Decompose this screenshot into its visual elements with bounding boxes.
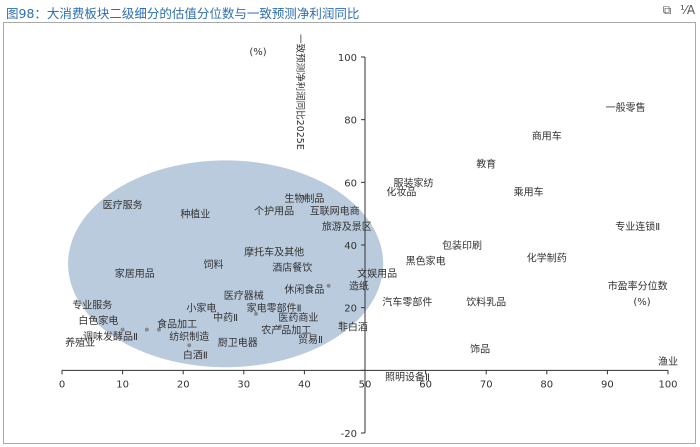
- y-tick-label: 40: [344, 241, 357, 252]
- point-label: 一般零售: [606, 101, 646, 114]
- point-label: 化妆品: [386, 186, 416, 199]
- point-label: 医药商业: [278, 311, 318, 324]
- point-label: 厨卫电器: [218, 336, 258, 349]
- y-tick-label: -20: [341, 429, 357, 440]
- x-tick-label: 70: [480, 379, 493, 390]
- copy-icon[interactable]: ⧉: [662, 3, 672, 17]
- point-label: 乘用车: [514, 186, 544, 199]
- point-label: 摩托车及其他: [244, 245, 304, 258]
- data-point: [144, 327, 149, 332]
- y-axis-unit: (%): [249, 47, 266, 58]
- data-point: [156, 327, 161, 332]
- data-point: [187, 343, 192, 348]
- point-label: 包装印刷: [442, 239, 482, 252]
- point-label: 造纸: [349, 280, 369, 293]
- point-label: 贸易Ⅱ: [298, 334, 323, 346]
- point-label: 照明设备Ⅱ: [385, 371, 430, 384]
- point-label: 家居用品: [115, 267, 155, 280]
- point-label: 饰品: [470, 342, 490, 355]
- point-label: 中药Ⅱ: [213, 311, 238, 324]
- point-label: 个护用品: [254, 205, 294, 218]
- chart-frame: [3, 22, 696, 444]
- point-label: 饮料乳品: [466, 295, 506, 308]
- point-label: 互联网电商: [310, 205, 360, 218]
- x-tick-label: 90: [601, 379, 614, 390]
- x-tick-label: 20: [177, 379, 190, 390]
- highlight-ellipse: [68, 160, 384, 368]
- point-label: 旅游及景区: [322, 220, 372, 233]
- point-label: 市盈率分位数: [608, 280, 668, 293]
- point-label: 养殖业: [65, 336, 95, 349]
- point-label: 汽车零部件: [382, 295, 432, 308]
- point-label: 服装家纺: [393, 176, 433, 189]
- data-point: [120, 327, 125, 332]
- figure-header: 图98：大消费板块二级细分的估值分位数与一致预测净利润同比 ⧉ ⅟A: [0, 0, 700, 22]
- zoom-text-icon[interactable]: ⅟A: [680, 3, 696, 17]
- point-label: 饲料: [204, 258, 224, 271]
- point-label: 渔业: [658, 356, 678, 368]
- point-label: 生物制品: [284, 192, 324, 205]
- y-axis-title: 一致预测净利润同比2025E: [294, 34, 306, 150]
- x-tick-label: 10: [116, 379, 129, 390]
- point-label: 医疗服务: [103, 198, 143, 211]
- x-tick-label: 40: [298, 379, 311, 390]
- x-axis-unit: (%): [633, 297, 650, 308]
- data-point: [338, 321, 343, 326]
- point-label: 专业服务: [72, 299, 112, 312]
- point-label: 调味发酵品Ⅱ: [83, 330, 138, 343]
- data-point: [253, 311, 258, 316]
- point-label: 食品加工: [157, 317, 197, 330]
- x-tick-label: 80: [540, 379, 553, 390]
- x-tick-label: 30: [237, 379, 250, 390]
- x-tick-label: 60: [419, 379, 432, 390]
- data-point: [278, 324, 283, 329]
- point-label: 非白酒: [338, 320, 368, 333]
- y-tick-label: 100: [338, 53, 357, 64]
- point-label: 黑色家电: [406, 255, 446, 268]
- point-label: 化学制药: [527, 252, 567, 265]
- data-point: [302, 196, 307, 200]
- y-tick-label: 80: [344, 116, 357, 127]
- point-label: 酒店餐饮: [272, 261, 312, 274]
- point-label: 小家电: [186, 302, 216, 315]
- point-label: 文娱用品: [357, 267, 397, 280]
- y-tick-label: 60: [344, 178, 357, 189]
- point-label: 商用车: [532, 129, 562, 142]
- point-label: 白酒Ⅱ: [183, 349, 208, 362]
- point-label: 纺织制造: [169, 330, 209, 343]
- point-label: 休闲食品: [284, 283, 324, 296]
- x-tick-label: 0: [59, 379, 65, 390]
- point-label: 种植业: [180, 208, 210, 221]
- point-label: 医疗器械: [224, 289, 264, 302]
- point-label: 专业连锁Ⅱ: [615, 220, 660, 233]
- point-label: 白色家电: [78, 314, 118, 327]
- figure-title: 图98：大消费板块二级细分的估值分位数与一致预测净利润同比: [6, 6, 360, 21]
- x-tick-label: 50: [359, 379, 372, 390]
- x-tick-label: 100: [658, 379, 677, 390]
- data-point: [326, 283, 331, 288]
- point-label: 农产品加工: [261, 324, 311, 337]
- point-label: 家电零部件Ⅱ: [247, 302, 302, 315]
- y-tick-label: 20: [344, 304, 357, 315]
- point-label: 教育: [476, 158, 496, 171]
